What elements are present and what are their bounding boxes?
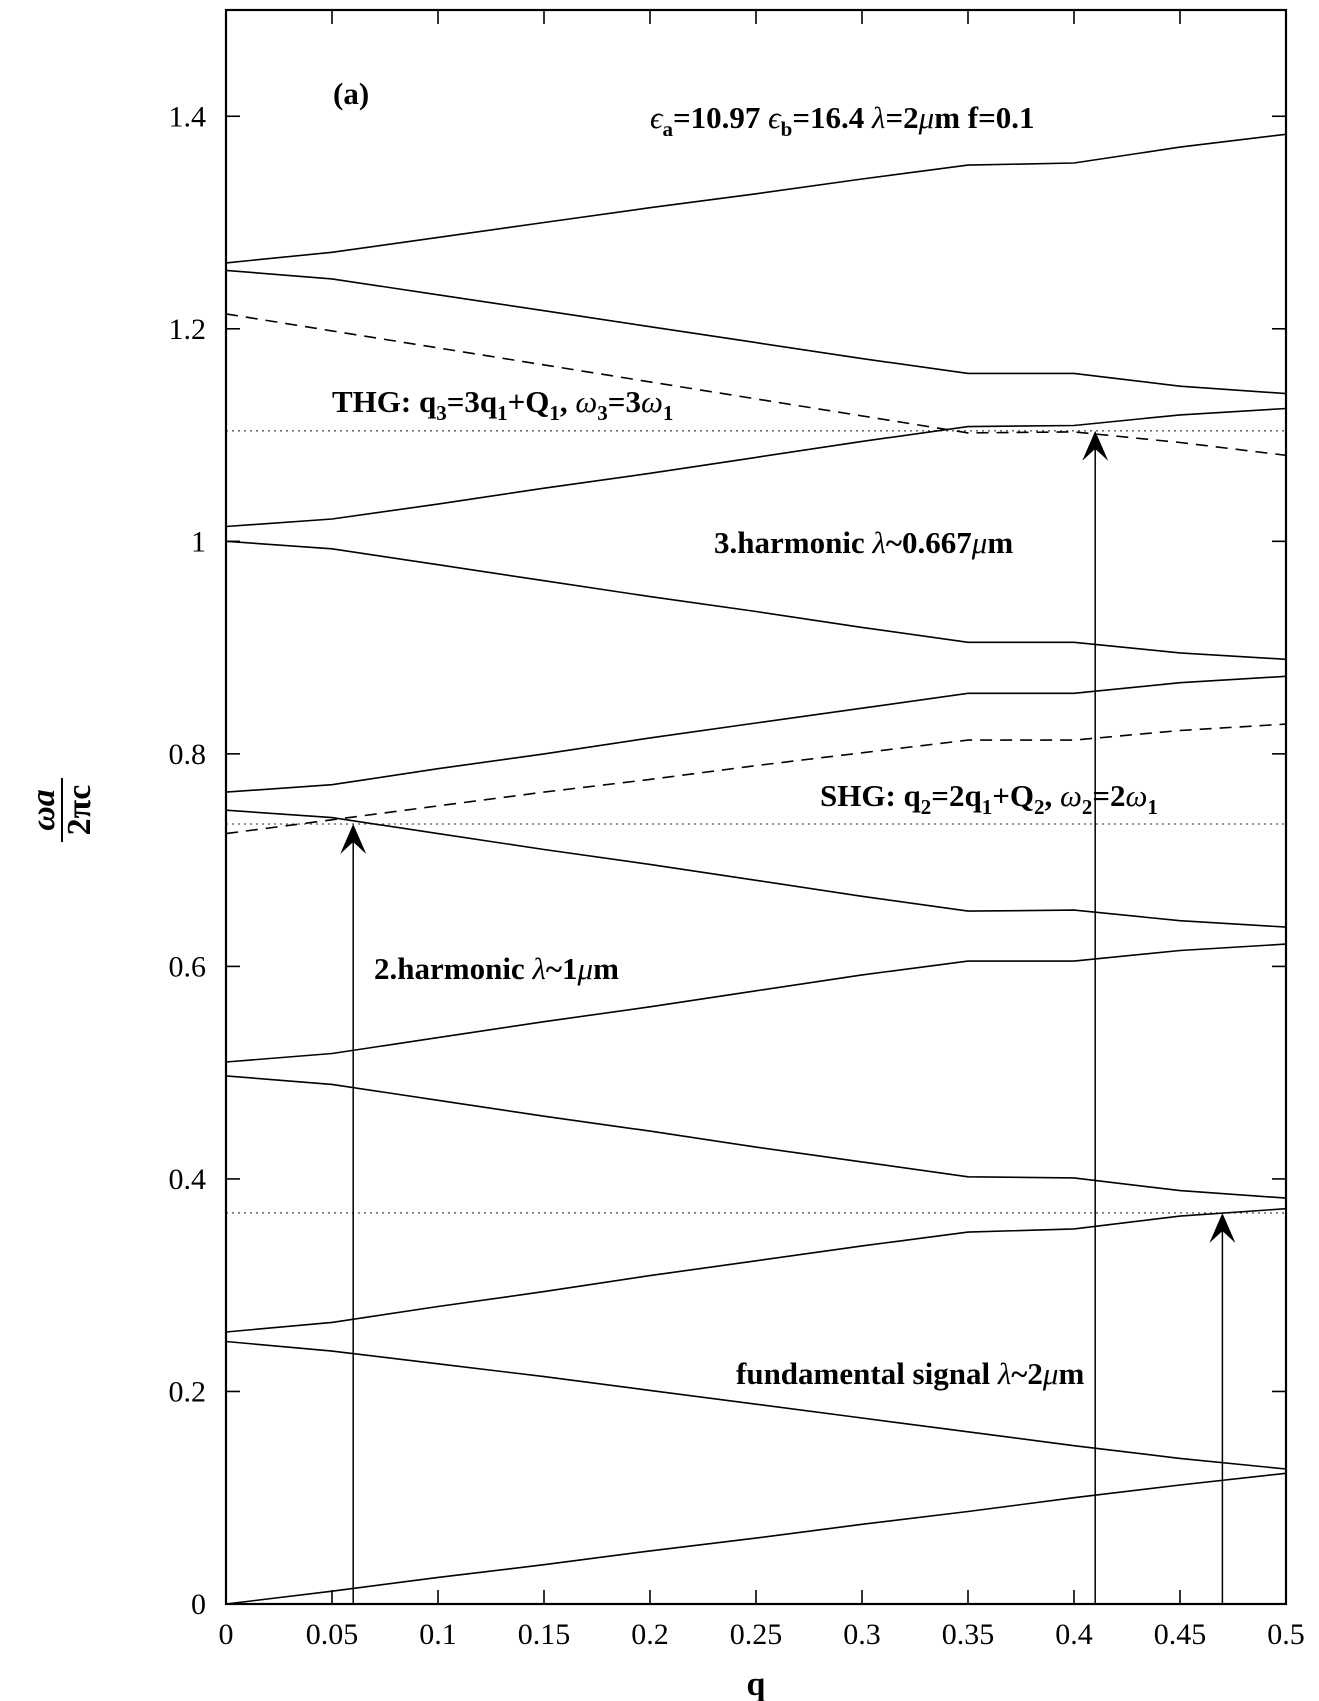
parameters-annotation: ϵa=10.97 ϵb=16.4 λ=2μm f=0.1 <box>650 100 1035 141</box>
y-tick-label: 0 <box>191 1588 206 1621</box>
y-tick-label: 1.4 <box>169 100 207 133</box>
band-curve-7 <box>226 675 1286 793</box>
shg-annotation: SHG: q2=2q1+Q2, ω2=2ω1 <box>820 778 1158 819</box>
band-curve-8 <box>226 540 1286 661</box>
arrow-head-1 <box>340 824 367 855</box>
arrow-head-3 <box>1209 1212 1236 1243</box>
y-tick-label: 0.8 <box>169 738 207 771</box>
fundamental-annotation: fundamental signal λ~2μm <box>736 1356 1084 1391</box>
y-axis-title: ωa 2πc <box>25 778 98 842</box>
band-curve-3 <box>226 1207 1286 1333</box>
band-curve-2 <box>226 1340 1286 1470</box>
x-axis-title: q <box>747 1666 766 1701</box>
x-tick-label: 0.35 <box>942 1618 995 1651</box>
y-axis-title-numerator: ωa <box>25 789 62 831</box>
x-tick-label: 0.3 <box>843 1618 881 1651</box>
band-curve-5 <box>226 943 1286 1063</box>
x-tick-label: 0.5 <box>1267 1618 1305 1651</box>
x-tick-label: 0.15 <box>518 1618 571 1651</box>
band-curve-4 <box>226 1075 1286 1199</box>
second-harmonic-annotation: 2.harmonic λ~1μm <box>374 951 619 986</box>
third-harmonic-annotation: 3.harmonic λ~0.667μm <box>714 525 1013 560</box>
text-layer: (a) q ωa 2πc ϵa=10.97 ϵb=16.4 λ=2μm f=0.… <box>25 76 1158 1701</box>
tick-layer: 0 0.05 0.1 0.15 0.2 0.25 0.3 0.35 0.4 0.45 0.5 0 0.2… <box>169 10 1305 1651</box>
y-axis-title-denominator: 2πc <box>61 785 98 836</box>
band-curve-6 <box>226 809 1286 928</box>
x-tick-label: 0.4 <box>1055 1618 1093 1651</box>
x-tick-label: 0.45 <box>1154 1618 1207 1651</box>
y-tick-label: 0.6 <box>169 950 207 983</box>
band-curve-1 <box>226 1472 1286 1604</box>
y-tick-label: 1.2 <box>169 313 207 346</box>
y-tick-label: 0.2 <box>169 1375 207 1408</box>
band-curve-10 <box>226 269 1286 395</box>
plot-content <box>226 133 1286 1604</box>
y-tick-label: 1 <box>191 525 206 558</box>
arrow-head-2 <box>1082 430 1109 461</box>
x-tick-label: 0.1 <box>419 1618 457 1651</box>
y-tick-label: 0.4 <box>169 1163 207 1196</box>
band-curve-9 <box>226 407 1286 528</box>
panel-label: (a) <box>333 76 369 111</box>
x-tick-label: 0 <box>219 1618 234 1651</box>
band-curve-11 <box>226 133 1286 264</box>
thg-annotation: THG: q3=3q1+Q1, ω3=3ω1 <box>332 384 673 425</box>
arrow-layer <box>340 430 1236 1604</box>
x-tick-label: 0.05 <box>306 1618 359 1651</box>
x-tick-label: 0.25 <box>730 1618 783 1651</box>
band-curve-12 <box>226 723 1286 835</box>
x-tick-label: 0.2 <box>631 1618 669 1651</box>
